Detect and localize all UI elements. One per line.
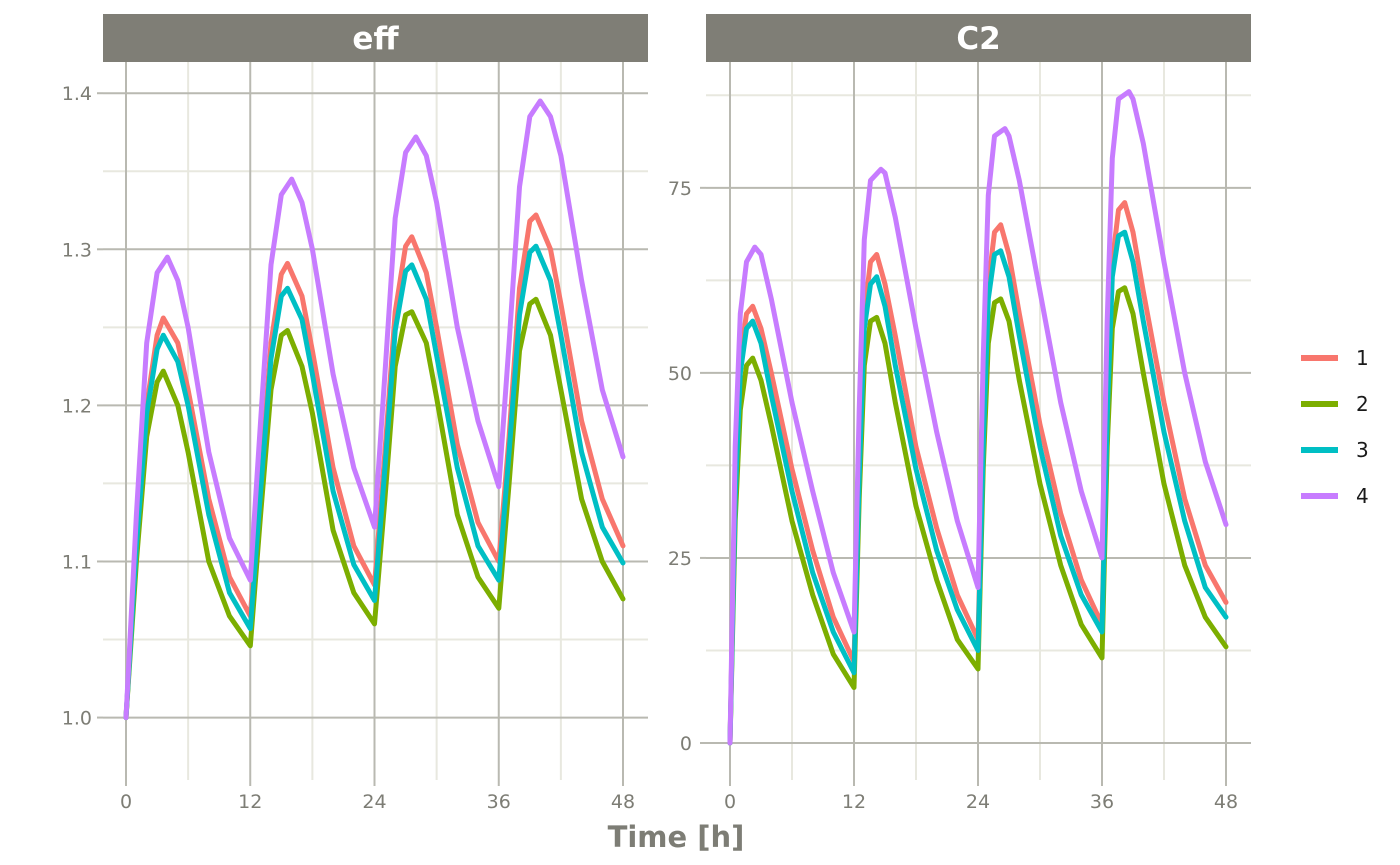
y-tick-label: 50 <box>668 363 692 385</box>
y-tick-label: 25 <box>668 548 692 570</box>
y-tick-label: 0 <box>680 733 692 755</box>
x-tick-label: 12 <box>842 791 866 813</box>
y-tick-label: 1.2 <box>62 395 92 417</box>
x-tick-label: 48 <box>1214 791 1238 813</box>
series-line-4 <box>727 89 1229 746</box>
y-tick-label: 1.1 <box>62 551 92 573</box>
legend-label: 4 <box>1356 484 1369 508</box>
series-line-3 <box>727 229 1229 746</box>
panel-eff: eff 1.0 1.1 1.2 1.3 1.4 0 12 24 36 48 <box>62 14 648 813</box>
panel-c2: C2 0 25 50 75 0 12 24 36 48 <box>668 14 1251 813</box>
strip-background <box>103 14 648 62</box>
legend-label: 1 <box>1356 346 1369 370</box>
x-tick-label: 0 <box>120 791 132 813</box>
x-tick-label: 24 <box>362 791 386 813</box>
y-tick-label: 75 <box>668 178 692 200</box>
x-tick-label: 36 <box>487 791 511 813</box>
x-axis-title: Time [h] <box>608 820 745 854</box>
strip-background <box>706 14 1251 62</box>
series-line-4 <box>123 98 626 721</box>
y-tick-label: 1.4 <box>62 83 92 105</box>
y-tick-label: 1.3 <box>62 239 92 261</box>
x-tick-label: 12 <box>238 791 262 813</box>
legend: 1 2 3 4 <box>1301 346 1369 508</box>
x-tick-label: 36 <box>1090 791 1114 813</box>
y-tick-label: 1.0 <box>62 708 92 730</box>
x-tick-label: 48 <box>611 791 635 813</box>
x-tick-label: 0 <box>724 791 736 813</box>
series-line-2 <box>123 296 626 721</box>
legend-label: 3 <box>1356 438 1369 462</box>
legend-label: 2 <box>1356 392 1369 416</box>
strip-title: C2 <box>956 21 1000 57</box>
series-line-3 <box>123 243 626 721</box>
x-tick-label: 24 <box>966 791 990 813</box>
strip-title: eff <box>352 21 399 57</box>
series-line-2 <box>727 285 1229 746</box>
